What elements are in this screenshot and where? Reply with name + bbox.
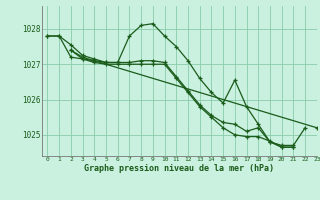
X-axis label: Graphe pression niveau de la mer (hPa): Graphe pression niveau de la mer (hPa) [84, 164, 274, 173]
